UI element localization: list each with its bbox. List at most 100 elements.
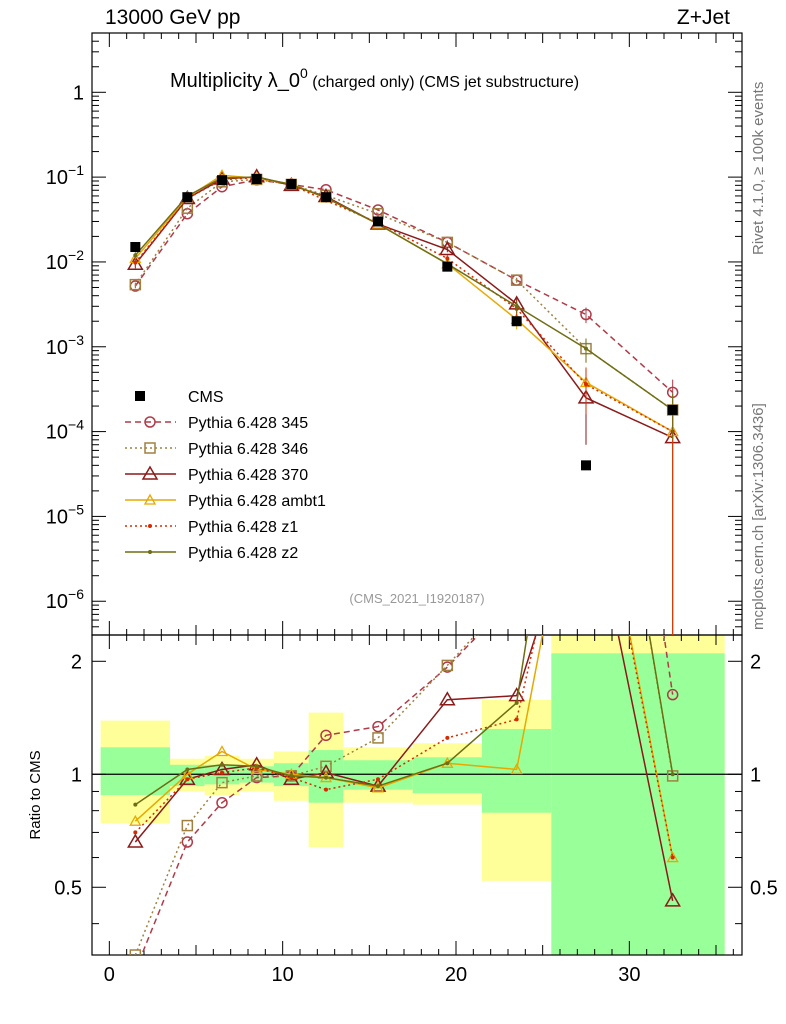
y-tick-base: 10 — [46, 506, 68, 528]
y-tick-exp: −6 — [68, 586, 84, 602]
ratio-point — [445, 735, 450, 740]
ratio-y-label-left: 0.5 — [54, 877, 82, 899]
ratio-point — [581, 102, 591, 112]
series-point — [445, 256, 450, 261]
ratio-point — [376, 777, 380, 782]
ratio-line-0 — [140, 635, 674, 955]
legend-marker-4 — [148, 524, 152, 528]
data-point — [667, 404, 678, 415]
band-inner-0 — [100, 747, 170, 796]
ratio-point — [216, 796, 228, 809]
legend-marker-3 — [143, 493, 157, 505]
y-tick-base: 10 — [46, 252, 68, 274]
data-point — [251, 174, 262, 185]
series-point — [127, 255, 144, 270]
series-line-1 — [134, 178, 674, 411]
ratio-point — [510, 763, 523, 775]
y-tick-base: 10 — [46, 591, 68, 613]
ratio-point — [376, 784, 380, 789]
title-sup: 0 — [300, 65, 308, 81]
watermark: (CMS_2021_I1920187) — [349, 591, 484, 606]
legend-label-4: Pythia 6.428 z1 — [188, 519, 298, 536]
series-point — [584, 346, 588, 351]
ratio-point — [372, 732, 384, 744]
ratio-point — [512, 585, 522, 595]
ratio-point — [216, 776, 228, 789]
series-point — [510, 274, 523, 286]
ratio-point — [133, 830, 138, 835]
series-point — [514, 304, 519, 309]
legend-marker-cms — [135, 391, 145, 401]
y-tick-label: 10−1 — [46, 162, 84, 189]
y-tick-exp: −3 — [68, 332, 84, 348]
series-point — [439, 241, 456, 256]
legend-label-cms: CMS — [188, 389, 224, 406]
ratio-point — [250, 763, 263, 775]
ratio-point — [130, 966, 140, 976]
title-sub: (charged only) (CMS jet substructure) — [308, 74, 579, 91]
y-tick-label: 10−2 — [46, 247, 84, 274]
ratio-point — [666, 851, 679, 863]
ratio-point — [320, 729, 332, 742]
legend-label-3: Pythia 6.428 ambt1 — [188, 493, 326, 510]
band-inner-9 — [551, 653, 725, 955]
ratio-point — [371, 781, 385, 793]
x-tick-label: 20 — [445, 964, 467, 986]
title-main: Multiplicity λ_0 — [170, 70, 300, 92]
ratio-y-label-right: 1 — [750, 764, 761, 786]
y-tick-label: 1 — [73, 82, 84, 104]
ratio-point — [670, 855, 675, 860]
series-line-0 — [134, 179, 674, 393]
series-point — [584, 382, 588, 387]
data-point — [511, 316, 522, 327]
y-tick-label: 10−4 — [46, 417, 84, 444]
ratio-point — [181, 836, 194, 848]
data-point — [286, 178, 297, 189]
ratio-point — [127, 833, 144, 848]
ratio-point — [441, 756, 454, 768]
legend-label-0: Pythia 6.428 345 — [188, 415, 308, 432]
ratio-y-label-right: 0.5 — [750, 877, 778, 899]
ratio-point — [289, 773, 294, 778]
ratio-point — [439, 691, 456, 706]
legend: CMS Pythia 6.428 345 Pythia 6.428 346 Pythi… — [125, 389, 326, 562]
y-tick-base: 10 — [46, 167, 68, 189]
band-inner-8 — [482, 729, 552, 813]
ratio-frame — [91, 634, 743, 956]
band-inner-1 — [170, 764, 205, 787]
data-point — [217, 175, 227, 186]
ratio-point — [512, 590, 522, 600]
ratio-point — [441, 659, 454, 672]
ratio-point — [185, 777, 190, 782]
ratio-point — [324, 787, 328, 792]
data-point — [442, 261, 453, 272]
series-point — [129, 278, 142, 291]
series-line-5 — [134, 176, 674, 411]
data-point — [130, 242, 141, 253]
ratio-y-label-right: 2 — [750, 651, 761, 673]
legend-label-1: Pythia 6.428 346 — [188, 441, 308, 458]
ratio-axis-label: Ratio to CMS — [27, 750, 44, 839]
ratio-series — [127, 102, 681, 976]
legend-marker-1 — [144, 442, 156, 454]
y-tick-exp: −2 — [68, 247, 84, 263]
ratio-point — [664, 892, 681, 907]
ratio-point — [220, 762, 224, 767]
data-points — [130, 174, 678, 471]
series-point — [133, 253, 138, 258]
header-left: 13000 GeV pp — [105, 6, 241, 29]
series-point — [580, 308, 592, 321]
ratio-point — [129, 814, 142, 826]
ratio-point — [666, 688, 679, 701]
ratio-point — [215, 745, 229, 757]
x-tick-label: 10 — [272, 964, 294, 986]
y-tick-exp: −5 — [68, 501, 84, 517]
ratio-point — [324, 775, 328, 780]
data-point — [182, 192, 193, 203]
y-tick-exp: −4 — [68, 417, 84, 433]
legend-marker-5 — [148, 550, 152, 554]
ratio-point — [133, 802, 138, 807]
ratio-point — [181, 819, 194, 832]
legend-marker-0 — [144, 416, 156, 428]
